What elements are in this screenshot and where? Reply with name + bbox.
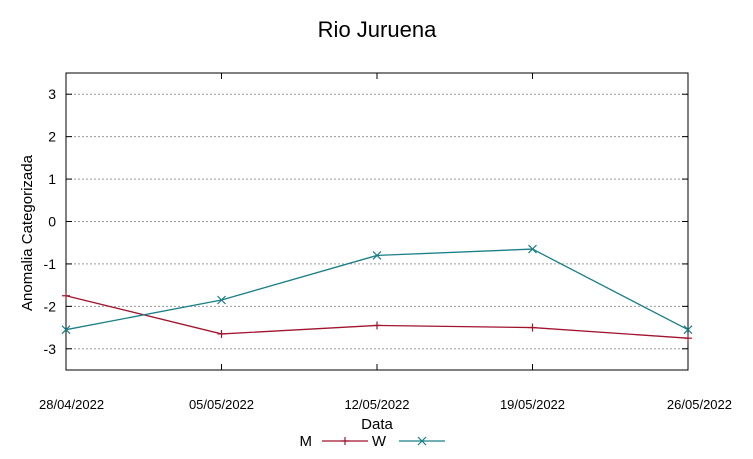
series-group (61, 244, 693, 343)
x-axis-label: Data (361, 416, 393, 433)
series-w (61, 244, 693, 335)
x-tick-label: 28/04/2022 (39, 397, 104, 412)
data-point-m (62, 291, 70, 300)
x-tick-label: 12/05/2022 (344, 397, 409, 412)
y-tick-label: 0 (48, 214, 56, 230)
legend-marker (341, 437, 349, 445)
y-tick-label: -2 (44, 298, 57, 314)
grid-lines (66, 93, 688, 350)
y-axis-label: Anomalia Categorizada (19, 154, 36, 311)
data-point-w (528, 244, 537, 254)
series-line-w (65, 248, 689, 331)
chart-title: Rio Juruena (318, 17, 437, 42)
y-tick-label: -1 (44, 256, 57, 272)
data-point-m (528, 323, 537, 332)
y-axis-ticks: 3 2 1 0 -1 -2 -3 (44, 86, 688, 357)
data-point-w (372, 251, 382, 260)
data-point-m (217, 329, 226, 338)
x-tick-label: 05/05/2022 (189, 397, 254, 412)
y-tick-label: 3 (48, 86, 56, 102)
y-tick-label: 2 (48, 129, 56, 145)
x-tick-label: 19/05/2022 (500, 397, 565, 412)
legend-item-m: M (300, 433, 368, 450)
x-axis-ticks: 28/04/2022 05/05/2022 12/05/2022 19/05/2022… (39, 73, 732, 412)
series-line-m (65, 295, 689, 339)
series-m (62, 291, 692, 343)
data-point-w (61, 325, 71, 335)
legend-label: M (300, 433, 313, 450)
data-point-m (684, 334, 692, 343)
x-tick-label: 26/05/2022 (667, 397, 732, 412)
legend-item-w: W (372, 433, 445, 450)
data-point-m (373, 321, 381, 330)
data-point-w (683, 325, 693, 335)
legend-label: W (372, 433, 387, 450)
data-point-w (217, 295, 226, 305)
y-tick-label: -3 (44, 341, 57, 357)
legend-marker (417, 436, 427, 446)
y-tick-label: 1 (48, 171, 56, 187)
